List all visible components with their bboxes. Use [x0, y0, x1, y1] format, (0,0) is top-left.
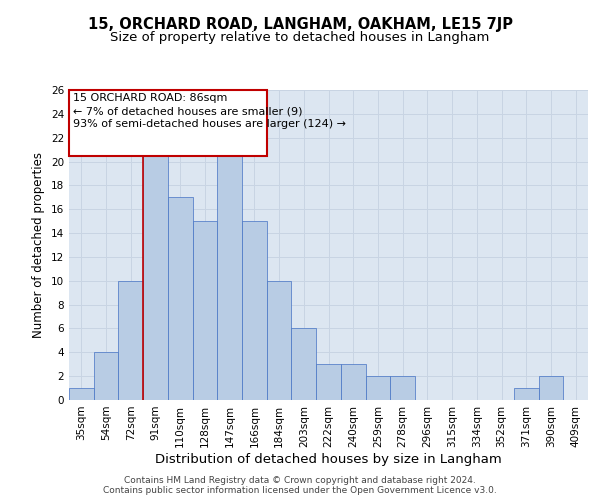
Y-axis label: Number of detached properties: Number of detached properties — [32, 152, 46, 338]
Text: 15, ORCHARD ROAD, LANGHAM, OAKHAM, LE15 7JP: 15, ORCHARD ROAD, LANGHAM, OAKHAM, LE15 … — [88, 18, 512, 32]
Bar — [94, 352, 118, 400]
Bar — [365, 376, 390, 400]
Bar — [69, 388, 94, 400]
Bar — [292, 328, 316, 400]
Bar — [143, 138, 168, 400]
Bar — [341, 364, 365, 400]
Bar — [390, 376, 415, 400]
Bar — [242, 221, 267, 400]
Text: Size of property relative to detached houses in Langham: Size of property relative to detached ho… — [110, 31, 490, 44]
Bar — [267, 281, 292, 400]
Bar — [217, 138, 242, 400]
Bar — [514, 388, 539, 400]
Text: 15 ORCHARD ROAD: 86sqm
← 7% of detached houses are smaller (9)
93% of semi-detac: 15 ORCHARD ROAD: 86sqm ← 7% of detached … — [73, 93, 346, 130]
Bar — [193, 221, 217, 400]
Bar — [539, 376, 563, 400]
Bar — [69, 90, 267, 156]
Text: Contains HM Land Registry data © Crown copyright and database right 2024.
Contai: Contains HM Land Registry data © Crown c… — [103, 476, 497, 495]
Bar — [118, 281, 143, 400]
Bar — [168, 198, 193, 400]
X-axis label: Distribution of detached houses by size in Langham: Distribution of detached houses by size … — [155, 452, 502, 466]
Bar — [316, 364, 341, 400]
